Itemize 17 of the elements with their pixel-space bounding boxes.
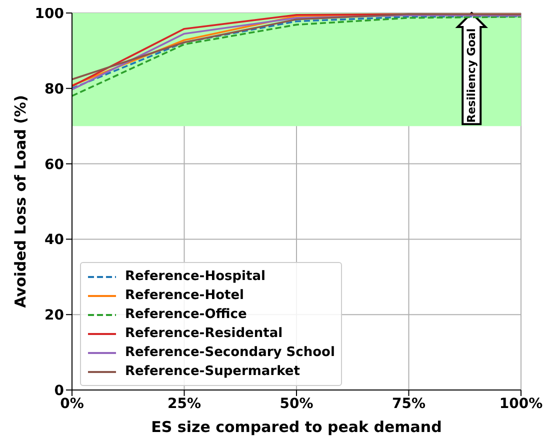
legend-label: Reference-Hotel [125,287,244,305]
band-label: Resiliency Goal [465,28,478,123]
x-axis-title: ES size compared to peak demand [151,418,442,436]
y-tick-label: 20 [44,308,64,324]
y-tick-label: 60 [44,156,64,173]
x-tick-label: 75% [392,396,426,412]
y-tick-label: 80 [44,81,64,98]
y-tick-label: 40 [44,232,64,248]
legend-label: Reference-Residental [125,325,283,343]
x-tick-label: 25% [167,396,202,412]
y-axis-title: Avoided Loss of Load (%) [11,95,30,308]
legend-label: Reference-Secondary School [125,344,335,362]
x-tick-label: 100% [499,396,543,412]
legend-label: Reference-Supermarket [125,363,300,381]
legend-label: Reference-Hospital [125,268,266,286]
x-tick-label: 50% [280,396,314,412]
legend-label: Reference-Office [125,306,247,324]
